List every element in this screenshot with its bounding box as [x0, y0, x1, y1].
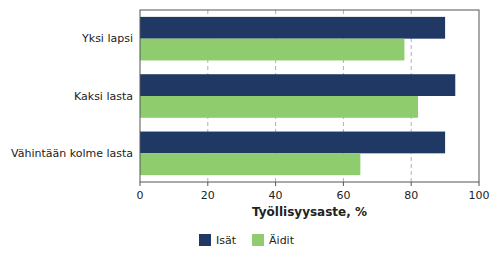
- legend-label: Äidit: [269, 234, 295, 247]
- x-tick-label: 0: [137, 189, 144, 202]
- legend-swatch: [252, 234, 264, 246]
- x-tick: [411, 182, 412, 186]
- legend-swatch: [199, 234, 211, 246]
- x-tick-label: 80: [404, 189, 418, 202]
- plot-frame: [140, 10, 479, 182]
- chart-svg: 0 20 40 60 80 100 Työllisyysaste, % Yksi lapsi K…: [0, 0, 493, 254]
- x-tick-label: 100: [469, 189, 490, 202]
- x-axis-label: Työllisyysaste, %: [252, 205, 367, 219]
- bar: [140, 96, 418, 118]
- bar: [140, 17, 445, 39]
- bar: [140, 74, 455, 96]
- category-label: Kaksi lasta: [74, 90, 133, 103]
- category-label: Vähintään kolme lasta: [11, 147, 133, 160]
- x-tick-label: 60: [336, 189, 350, 202]
- bars: [140, 17, 455, 175]
- x-tick: [343, 182, 344, 186]
- x-tick-label: 20: [201, 189, 215, 202]
- x-axis: 0 20 40 60 80 100: [137, 182, 490, 202]
- x-tick-label: 40: [269, 189, 283, 202]
- category-label: Yksi lapsi: [81, 32, 133, 45]
- x-tick: [140, 182, 141, 186]
- x-tick: [207, 182, 208, 186]
- bar: [140, 153, 360, 175]
- bar: [140, 132, 445, 154]
- legend: Isät Äidit: [199, 234, 295, 247]
- x-tick: [275, 182, 276, 186]
- chart-container: 0 20 40 60 80 100 Työllisyysaste, % Yksi lapsi K…: [0, 0, 493, 254]
- y-axis: Yksi lapsi Kaksi lasta Vähintään kolme las…: [11, 32, 133, 160]
- bar: [140, 39, 404, 61]
- legend-label: Isät: [216, 234, 237, 247]
- x-tick: [479, 182, 480, 186]
